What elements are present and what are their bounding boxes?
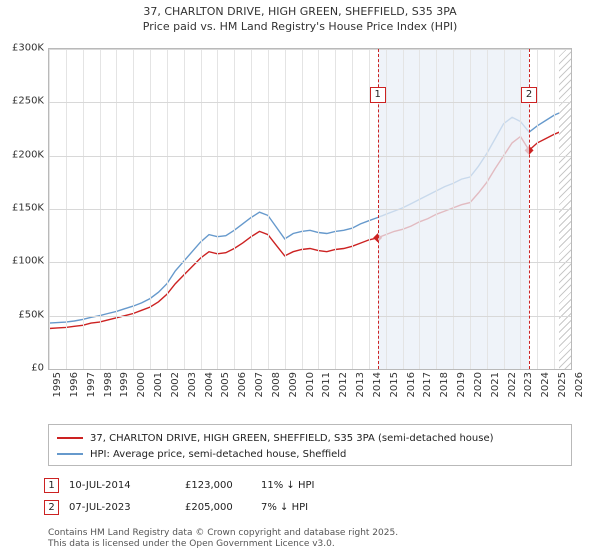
annotation-date: 07-JUL-2023 bbox=[69, 501, 131, 513]
annotation-delta: 7% ↓ HPI bbox=[261, 501, 309, 513]
legend-label-series2: HPI: Average price, semi-detached house,… bbox=[90, 448, 347, 460]
x-tick-label: 2022 bbox=[506, 372, 518, 398]
x-tick-label: 2000 bbox=[136, 372, 148, 398]
legend-item-series2: HPI: Average price, semi-detached house,… bbox=[57, 446, 563, 462]
x-tick-label: 2019 bbox=[456, 372, 468, 398]
x-tick-label: 2010 bbox=[304, 372, 316, 398]
y-gridline bbox=[49, 209, 571, 210]
footer-attribution: Contains HM Land Registry data © Crown c… bbox=[48, 528, 588, 550]
x-tick-label: 2018 bbox=[439, 372, 451, 398]
x-tick-label: 2016 bbox=[405, 372, 417, 398]
annotation-row: 1 10-JUL-2014 £123,000 11% ↓ HPI bbox=[44, 474, 584, 496]
x-tick-label: 2004 bbox=[203, 372, 215, 398]
y-gridline bbox=[49, 369, 571, 370]
y-gridline bbox=[49, 102, 571, 104]
x-tick-label: 2023 bbox=[523, 372, 535, 398]
x-tick-label: 1997 bbox=[85, 372, 97, 398]
x-tick-label: 2002 bbox=[169, 372, 181, 398]
y-gridline bbox=[49, 262, 571, 264]
x-tick-label: 2008 bbox=[270, 372, 282, 398]
x-tick-label: 2001 bbox=[153, 372, 165, 398]
x-tick-label: 2026 bbox=[574, 372, 585, 398]
x-tick-label: 1999 bbox=[119, 372, 131, 398]
x-axis-labels: 1995 1996 1997 1998 1999 2000 2001 2002 2003 2004… bbox=[48, 372, 585, 418]
annotation-badge: 1 bbox=[44, 477, 59, 493]
x-tick-label: 2017 bbox=[422, 372, 434, 398]
annotation-badge: 2 bbox=[44, 499, 59, 515]
x-tick-label: 2006 bbox=[237, 372, 249, 398]
y-tick-label: £250K bbox=[11, 95, 44, 107]
annotation-list: 1 10-JUL-2014 £123,000 11% ↓ HPI 2 07-JU… bbox=[44, 474, 584, 518]
x-tick-label: 1996 bbox=[68, 372, 80, 398]
x-tick-label: 1995 bbox=[52, 372, 63, 398]
x-tick-label: 2011 bbox=[321, 372, 333, 398]
y-tick-label: £300K bbox=[11, 42, 44, 54]
x-tick-label: 2014 bbox=[371, 372, 383, 398]
y-gridline bbox=[49, 49, 571, 50]
x-tick-label: 1998 bbox=[102, 372, 114, 398]
x-tick-label: 2024 bbox=[540, 372, 552, 398]
annotation-delta: 11% ↓ HPI bbox=[261, 479, 315, 491]
x-tick-label: 2012 bbox=[338, 372, 350, 398]
chart-title-line1: 37, CHARLTON DRIVE, HIGH GREEN, SHEFFIEL… bbox=[143, 5, 457, 18]
y-tick-label: £150K bbox=[11, 202, 44, 214]
y-axis-labels: £0 £50K £100K £150K £200K £250K £300K bbox=[0, 43, 46, 374]
event-line bbox=[377, 49, 379, 369]
annotation-price: £123,000 bbox=[185, 479, 233, 491]
x-tick-label: 2013 bbox=[355, 372, 367, 398]
y-tick-label: £100K bbox=[11, 255, 44, 267]
chart-title: 37, CHARLTON DRIVE, HIGH GREEN, SHEFFIEL… bbox=[0, 4, 600, 34]
annotation-price: £205,000 bbox=[185, 501, 233, 513]
legend-swatch-series1 bbox=[57, 437, 83, 439]
footer-line1: Contains HM Land Registry data © Crown c… bbox=[48, 528, 399, 538]
footer-line2: This data is licensed under the Open Gov… bbox=[48, 539, 335, 549]
legend-label-series1: 37, CHARLTON DRIVE, HIGH GREEN, SHEFFIEL… bbox=[90, 432, 494, 444]
event-badge: 2 bbox=[521, 87, 538, 103]
x-tick-label: 2003 bbox=[186, 372, 198, 398]
legend-item-series1: 37, CHARLTON DRIVE, HIGH GREEN, SHEFFIEL… bbox=[57, 430, 563, 446]
event-line bbox=[529, 49, 531, 369]
legend-swatch-series2 bbox=[57, 453, 83, 455]
y-tick-label: £0 bbox=[31, 362, 44, 374]
y-tick-label: £200K bbox=[11, 149, 44, 161]
x-tick-label: 2007 bbox=[254, 372, 266, 398]
x-gridline bbox=[571, 49, 572, 369]
y-tick-label: £50K bbox=[18, 309, 44, 321]
x-tick-label: 2005 bbox=[220, 372, 232, 398]
annotation-date: 10-JUL-2014 bbox=[69, 479, 131, 491]
x-tick-label: 2009 bbox=[287, 372, 299, 398]
x-tick-label: 2025 bbox=[557, 372, 569, 398]
chart-title-line2: Price paid vs. HM Land Registry's House … bbox=[142, 20, 458, 33]
x-tick-label: 2015 bbox=[388, 372, 400, 398]
y-gridline bbox=[49, 315, 571, 317]
y-gridline bbox=[49, 155, 571, 157]
annotation-row: 2 07-JUL-2023 £205,000 7% ↓ HPI bbox=[44, 496, 584, 518]
x-tick-label: 2020 bbox=[472, 372, 484, 398]
chart-legend: 37, CHARLTON DRIVE, HIGH GREEN, SHEFFIEL… bbox=[48, 424, 572, 466]
event-badge: 1 bbox=[369, 87, 386, 103]
x-tick-label: 2021 bbox=[489, 372, 501, 398]
